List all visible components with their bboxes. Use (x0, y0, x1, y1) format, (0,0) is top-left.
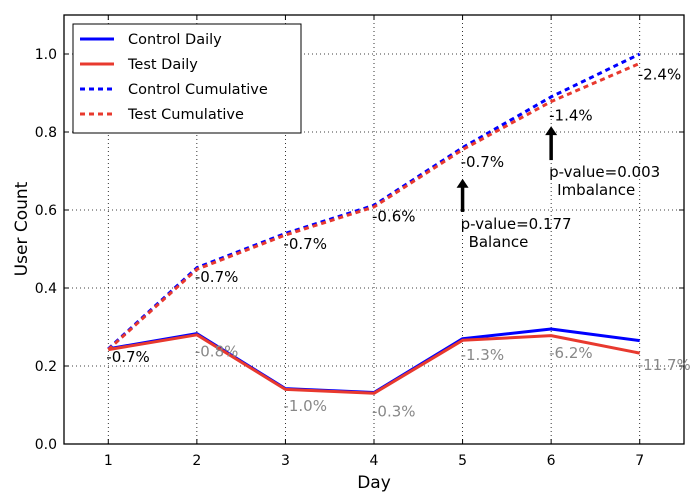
daily-diff-label: -1.0% (283, 397, 327, 415)
daily-diff-label: -6.2% (549, 344, 593, 362)
series-line-test-daily (108, 333, 640, 395)
y-axis-label: User Count (12, 181, 32, 276)
annotation-arrow-head (545, 126, 558, 136)
y-tick-label: 0.2 (35, 359, 57, 375)
y-tick-label: 1.0 (35, 47, 57, 63)
legend: Control Daily Test Daily Control Cumulativ… (72, 23, 302, 134)
daily-diff-label: -11.7% (638, 356, 691, 374)
daily-diff-label: -0.8% (195, 342, 239, 360)
cumulative-diff-label: -0.7% (283, 235, 327, 253)
x-tick-label: 3 (281, 453, 290, 469)
legend-label: Test Daily (127, 57, 198, 73)
cumulative-diff-label: -1.4% (549, 106, 593, 124)
y-tick-label: 0.4 (35, 281, 57, 297)
ticks: 1 2 3 4 5 6 7 0.0 0.2 0.4 0.6 0.8 1.0 (35, 15, 684, 469)
daily-diff-label: -0.3% (372, 403, 416, 421)
legend-label: Test Cumulative (127, 107, 244, 123)
annotation-verdict: Imbalance (557, 181, 635, 199)
y-tick-label: 0.6 (35, 203, 57, 219)
cumulative-diff-label: -0.7% (461, 153, 505, 171)
y-tick-label: 0.0 (35, 437, 57, 453)
cumulative-diff-label: -0.7% (106, 348, 150, 366)
diff-labels: -0.7% -0.7% -0.7% -0.6% -0.7% -1.4% -2.4% -0.8%… (106, 65, 691, 420)
annotation-pvalue: p-value=0.177 (461, 215, 572, 233)
x-tick-label: 1 (104, 453, 113, 469)
series-line-test-cumulative (107, 62, 641, 351)
cumulative-diff-label: -0.6% (372, 208, 416, 226)
x-tick-label: 2 (192, 453, 201, 469)
annotation-verdict: Balance (469, 233, 529, 251)
annotation-pvalue: p-value=0.003 (549, 163, 660, 181)
x-tick-label: 5 (458, 453, 467, 469)
x-tick-label: 4 (370, 453, 379, 469)
annotation-arrow-head (456, 178, 469, 188)
x-tick-label: 6 (547, 453, 556, 469)
cumulative-diff-label: -2.4% (638, 65, 682, 83)
series-layer (107, 52, 641, 395)
y-tick-label: 0.8 (35, 125, 57, 141)
daily-diff-label: -1.3% (461, 346, 505, 364)
legend-label: Control Daily (128, 32, 222, 48)
cumulative-diff-label: -0.7% (195, 268, 239, 286)
x-tick-label: 7 (635, 453, 644, 469)
x-axis-label: Day (357, 473, 391, 493)
legend-label: Control Cumulative (128, 82, 268, 98)
